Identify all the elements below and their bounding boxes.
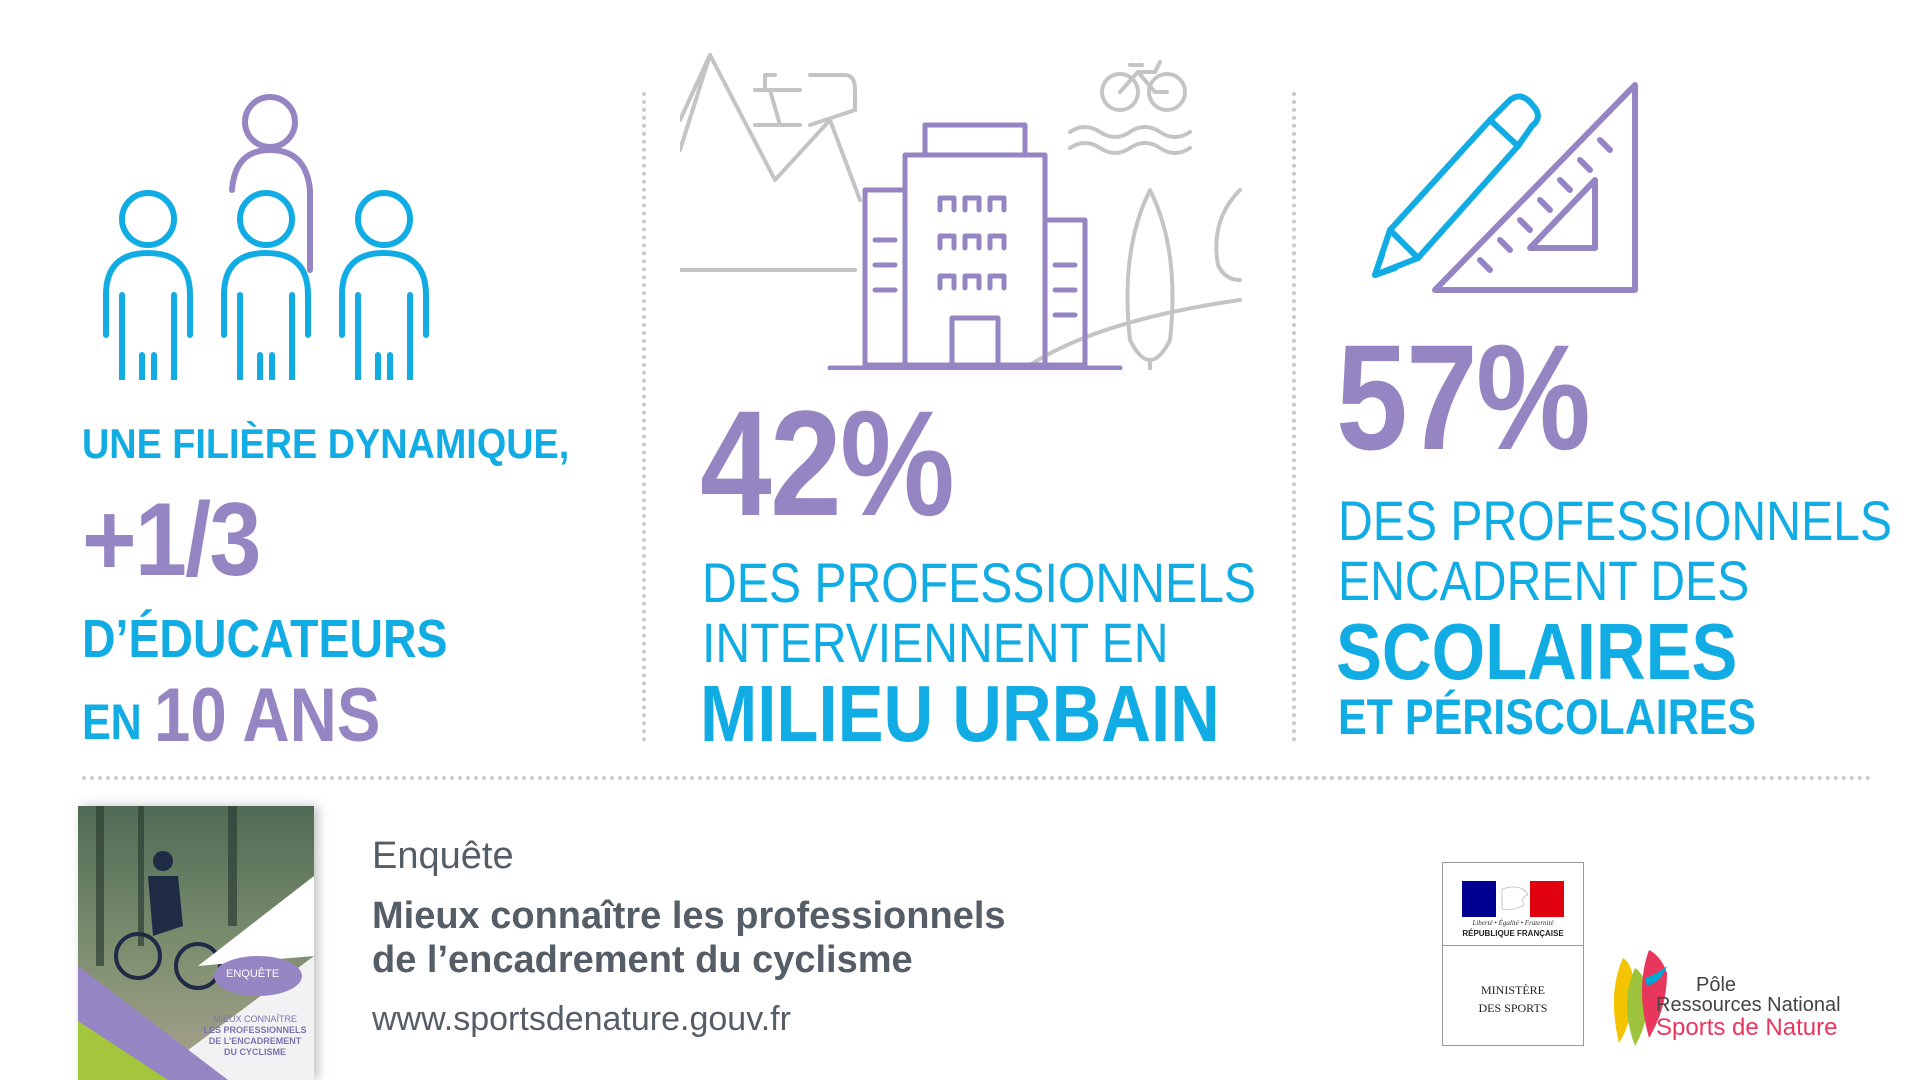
- footer-url[interactable]: www.sportsdenature.gouv.fr: [372, 1000, 791, 1038]
- book-cover: ENQUÊTE MIEUX CONNAÎTRE LES PROFESSIONNE…: [78, 806, 314, 1080]
- ministry-logo: Liberté • Égalité • Fraternité RÉPUBLIQU…: [1442, 862, 1584, 1046]
- col3-line4: ET PÉRISCOLAIRES: [1338, 689, 1757, 745]
- col2-stat: 42%: [700, 379, 955, 547]
- book-title-line2: LES PROFESSIONNELS: [203, 1025, 307, 1035]
- separator-horizontal: [82, 776, 1872, 780]
- pole-logo-line1: Pôle: [1696, 974, 1737, 996]
- gov-motto: Liberté • Égalité • Fraternité: [1472, 919, 1554, 927]
- col3-line3: SCOLAIRES: [1336, 607, 1738, 696]
- separator-2: [1292, 92, 1296, 742]
- gov-rule: [1443, 945, 1583, 946]
- col1-line4-big: 10 ANS: [154, 673, 381, 758]
- gov-ministry-line1: MINISTÈRE: [1481, 983, 1545, 997]
- city-nature-icon: [680, 50, 1250, 370]
- footer-title-line1: Mieux connaître les professionnels: [372, 895, 1006, 937]
- gov-republic: RÉPUBLIQUE FRANÇAISE: [1462, 929, 1564, 938]
- footer-kicker: Enquête: [372, 835, 514, 877]
- col2-line3: MILIEU URBAIN: [700, 669, 1220, 758]
- col1-line3: D’ÉDUCATEURS: [82, 609, 448, 669]
- pole-logo-line3: Sports de Nature: [1656, 1014, 1838, 1041]
- marianne-flag-icon: [1462, 881, 1564, 921]
- gov-ministry-line2: DES SPORTS: [1478, 1001, 1548, 1015]
- pole-logo-line2: Ressources National: [1656, 994, 1841, 1016]
- people-icon: [90, 90, 440, 380]
- col3-line1: DES PROFESSIONNELS: [1338, 489, 1892, 552]
- col2-line1: DES PROFESSIONNELS: [702, 551, 1256, 614]
- col1-stat: +1/3: [82, 482, 261, 598]
- col3-line2: ENCADRENT DES: [1338, 549, 1750, 612]
- book-title-line1: MIEUX CONNAÎTRE: [212, 1014, 297, 1024]
- separator-1: [642, 92, 646, 742]
- col1-line4-prefix: EN: [82, 694, 142, 750]
- book-title: MIEUX CONNAÎTRE LES PROFESSIONNELS DE L’…: [196, 1014, 314, 1058]
- pole-logo-mark: [1605, 948, 1675, 1052]
- col3-stat: 57%: [1336, 313, 1591, 481]
- col1-line1: UNE FILIÈRE DYNAMIQUE,: [82, 420, 570, 467]
- book-badge: ENQUÊTE: [226, 968, 280, 980]
- book-title-line4: DU CYCLISME: [223, 1047, 286, 1057]
- col2-line2: INTERVIENNENT EN: [702, 611, 1169, 674]
- book-title-line3: DE L’ENCADREMENT: [208, 1036, 302, 1046]
- pencil-set-square-icon: [1370, 80, 1650, 300]
- footer-title-line2: de l’encadrement du cyclisme: [372, 939, 913, 981]
